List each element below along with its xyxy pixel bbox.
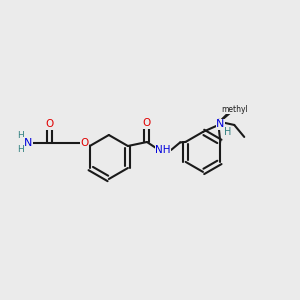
Text: N: N: [216, 119, 224, 129]
Text: NH: NH: [155, 145, 171, 155]
Text: O: O: [45, 119, 53, 129]
Text: H: H: [16, 131, 23, 140]
Text: O: O: [143, 118, 151, 128]
Text: O: O: [80, 138, 88, 148]
Text: N: N: [24, 138, 32, 148]
Text: H: H: [16, 146, 23, 154]
Text: methyl: methyl: [221, 104, 248, 113]
Text: H: H: [224, 127, 231, 137]
